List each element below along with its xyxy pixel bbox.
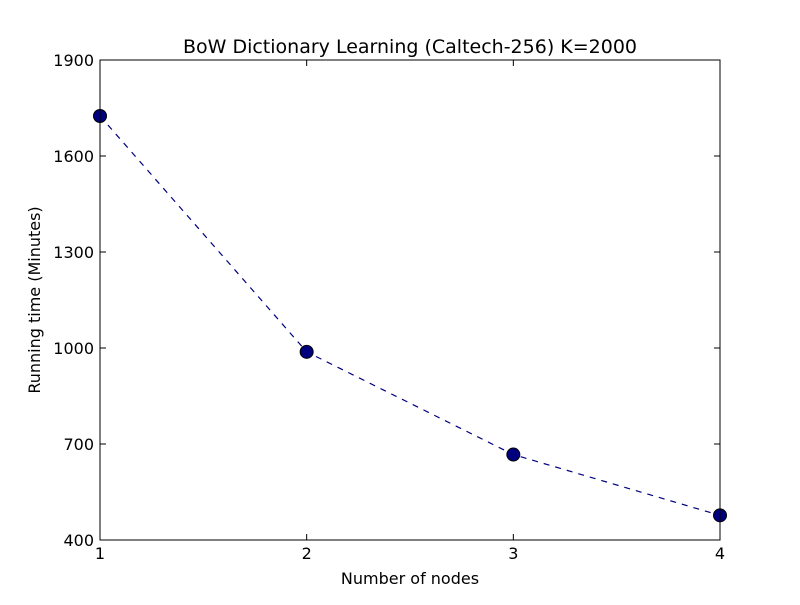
y-tick-label: 1600: [53, 147, 94, 166]
y-tick-label: 1900: [53, 51, 94, 70]
y-axis-label: Running time (Minutes): [25, 206, 44, 393]
y-tick-label: 1300: [53, 243, 94, 262]
series-line: [99, 115, 721, 516]
data-point: [506, 447, 521, 462]
y-tick-label: 400: [63, 531, 94, 550]
x-tick-label: 3: [508, 544, 518, 563]
x-axis-label: Number of nodes: [341, 569, 479, 588]
plot-area-frame: [99, 59, 721, 541]
x-tick-label: 2: [302, 544, 312, 563]
chart-title: BoW Dictionary Learning (Caltech-256) K=…: [183, 36, 637, 58]
x-tick-label: 4: [715, 544, 725, 563]
y-tick-label: 1000: [53, 339, 94, 358]
x-tick-label: 1: [95, 544, 105, 563]
data-point: [299, 344, 314, 359]
y-tick-label: 700: [63, 435, 94, 454]
